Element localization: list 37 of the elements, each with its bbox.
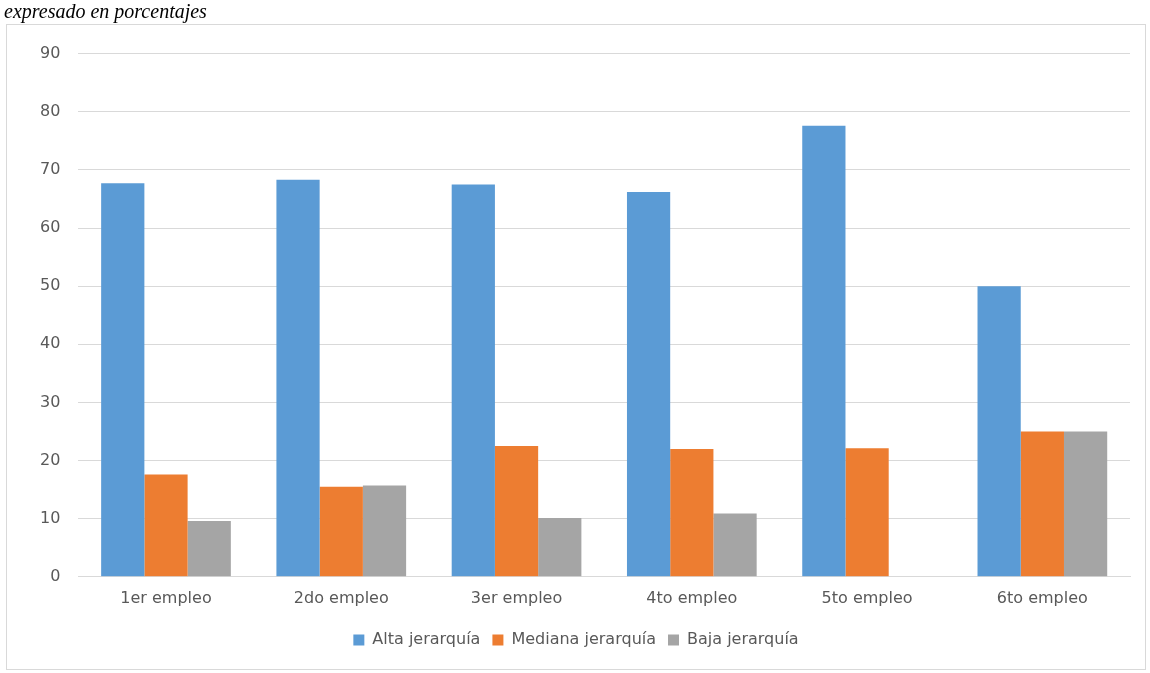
chart-title: expresado en porcentajes	[4, 0, 207, 23]
bar	[101, 183, 145, 577]
y-tick-label: 60	[40, 217, 61, 237]
bar	[1063, 431, 1108, 577]
y-tick-label: 10	[40, 507, 61, 527]
x-tick-label: 2do empleo	[293, 587, 389, 607]
legend-label: Baja jerarquía	[687, 629, 799, 649]
y-tick-label: 0	[50, 565, 61, 585]
y-tick-label: 80	[40, 100, 61, 120]
x-tick-label: 6to empleo	[996, 587, 1088, 607]
y-tick-label: 30	[40, 391, 61, 411]
bar	[670, 448, 714, 577]
bar	[977, 286, 1021, 577]
bar	[187, 520, 231, 577]
bar	[845, 448, 889, 577]
legend-label: Alta jerarquía	[372, 629, 481, 649]
bar	[451, 184, 495, 577]
bar	[276, 179, 320, 577]
x-tick-label: 1er empleo	[120, 587, 212, 607]
bar	[319, 486, 363, 577]
bar	[362, 485, 407, 577]
bar	[713, 513, 757, 577]
x-tick-label: 5to empleo	[821, 587, 913, 607]
y-tick-label: 40	[40, 333, 61, 353]
y-tick-label: 20	[40, 449, 61, 469]
bar	[538, 518, 582, 577]
bar	[1020, 431, 1064, 577]
bar	[802, 125, 846, 577]
x-tick-label: 3er empleo	[470, 587, 563, 607]
x-tick-label: 4to empleo	[646, 587, 738, 607]
y-tick-label: 50	[40, 275, 61, 295]
bar	[626, 191, 671, 577]
y-tick-label: 90	[40, 42, 61, 62]
bar	[144, 474, 188, 577]
legend-label: Mediana jerarquía	[511, 629, 657, 649]
bar	[494, 446, 539, 577]
y-tick-label: 70	[40, 159, 61, 179]
